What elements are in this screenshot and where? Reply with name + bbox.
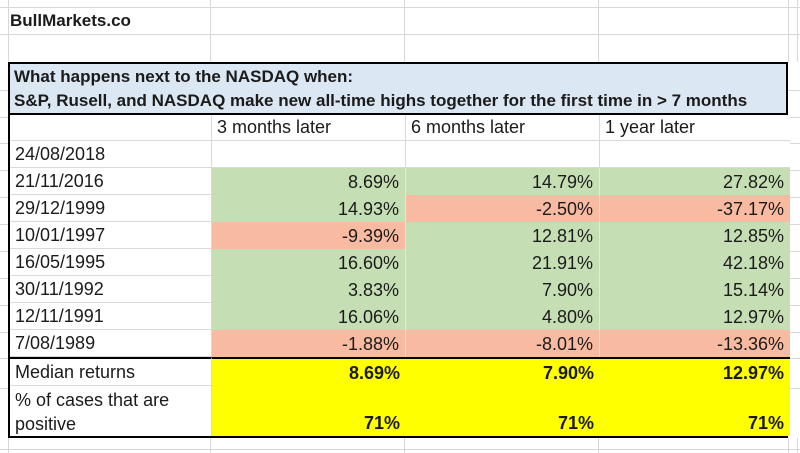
pct-positive-label-cell[interactable]: % of cases that are positive bbox=[10, 386, 212, 436]
value-cell[interactable]: 14.93% bbox=[212, 195, 406, 222]
gridline bbox=[0, 90, 8, 91]
value-cell[interactable]: -9.39% bbox=[212, 222, 406, 249]
gridline bbox=[788, 143, 800, 144]
value-cell[interactable]: -8.01% bbox=[406, 330, 600, 357]
date-cell[interactable]: 29/12/1999 bbox=[10, 195, 212, 222]
value-cell[interactable] bbox=[212, 141, 406, 168]
value-cell[interactable]: 8.69% bbox=[212, 168, 406, 195]
median-value-cell[interactable]: 12.97% bbox=[600, 357, 790, 386]
pct-positive-value-cell[interactable]: 71% bbox=[600, 386, 790, 436]
date-cell[interactable]: 7/08/1989 bbox=[10, 330, 212, 357]
value-cell[interactable]: 4.80% bbox=[406, 303, 600, 330]
value-cell[interactable]: 12.81% bbox=[406, 222, 600, 249]
gridline bbox=[788, 197, 800, 198]
gridline bbox=[0, 278, 8, 279]
value-cell[interactable]: 15.14% bbox=[600, 276, 790, 303]
gridline bbox=[0, 197, 8, 198]
pct-positive-value-cell[interactable]: 71% bbox=[212, 386, 406, 436]
median-value-cell[interactable]: 8.69% bbox=[212, 357, 406, 386]
brand-cell[interactable]: BullMarkets.co bbox=[10, 10, 131, 30]
value-cell[interactable]: 21.91% bbox=[406, 249, 600, 276]
header-1-year-later[interactable]: 1 year later bbox=[600, 115, 790, 141]
gridline bbox=[788, 117, 800, 118]
gridline bbox=[788, 388, 800, 389]
gridline bbox=[598, 0, 599, 62]
gridline bbox=[0, 251, 8, 252]
gridline bbox=[598, 438, 599, 453]
value-cell[interactable] bbox=[600, 141, 790, 168]
date-cell[interactable]: 12/11/1991 bbox=[10, 303, 212, 330]
date-cell[interactable]: 16/05/1995 bbox=[10, 249, 212, 276]
gridline bbox=[0, 34, 800, 35]
value-cell[interactable]: 3.83% bbox=[212, 276, 406, 303]
gridline bbox=[8, 0, 9, 62]
gridline bbox=[0, 358, 8, 359]
date-cell[interactable]: 30/11/1992 bbox=[10, 276, 212, 303]
gridline bbox=[0, 224, 8, 225]
value-cell[interactable]: 14.79% bbox=[406, 168, 600, 195]
gridline bbox=[788, 332, 800, 333]
table-title-cell[interactable]: What happens next to the NASDAQ when: S&… bbox=[10, 64, 786, 115]
value-cell[interactable]: 12.85% bbox=[600, 222, 790, 249]
gridline bbox=[210, 438, 211, 453]
pct-positive-value-cell[interactable]: 71% bbox=[406, 386, 600, 436]
header-corner-cell[interactable] bbox=[10, 115, 212, 141]
value-cell[interactable]: -13.36% bbox=[600, 330, 790, 357]
gridline bbox=[0, 143, 8, 144]
value-cell[interactable]: 27.82% bbox=[600, 168, 790, 195]
gridline bbox=[797, 0, 798, 62]
value-cell[interactable]: -37.17% bbox=[600, 195, 790, 222]
gridline bbox=[0, 7, 800, 8]
gridline bbox=[8, 438, 9, 453]
gridline bbox=[0, 332, 8, 333]
value-cell[interactable]: 12.97% bbox=[600, 303, 790, 330]
table-title-line1: What happens next to the NASDAQ when: bbox=[14, 67, 354, 86]
gridline bbox=[788, 305, 800, 306]
gridline bbox=[788, 170, 800, 171]
gridline bbox=[797, 438, 798, 453]
value-cell[interactable]: 16.06% bbox=[212, 303, 406, 330]
gridline bbox=[404, 0, 405, 62]
value-cell[interactable]: 16.60% bbox=[212, 249, 406, 276]
date-cell[interactable]: 24/08/2018 bbox=[10, 141, 212, 168]
median-value-cell[interactable]: 7.90% bbox=[406, 357, 600, 386]
gridline bbox=[788, 0, 789, 62]
value-cell[interactable]: 42.18% bbox=[600, 249, 790, 276]
date-cell[interactable]: 10/01/1997 bbox=[10, 222, 212, 249]
value-cell[interactable] bbox=[406, 141, 600, 168]
gridline bbox=[0, 388, 8, 389]
gridline bbox=[210, 0, 211, 62]
header-3-months-later[interactable]: 3 months later bbox=[212, 115, 406, 141]
date-cell[interactable]: 21/11/2016 bbox=[10, 168, 212, 195]
value-cell[interactable]: 7.90% bbox=[406, 276, 600, 303]
value-cell[interactable]: -1.88% bbox=[212, 330, 406, 357]
gridline bbox=[788, 358, 800, 359]
median-returns-label-cell[interactable]: Median returns bbox=[10, 357, 212, 386]
value-cell[interactable]: -2.50% bbox=[406, 195, 600, 222]
table-title-line2: S&P, Rusell, and NASDAQ make new all-tim… bbox=[14, 91, 748, 110]
gridline bbox=[404, 438, 405, 453]
gridline bbox=[788, 251, 800, 252]
nasdaq-returns-table: What happens next to the NASDAQ when: S&… bbox=[8, 62, 790, 438]
gridline bbox=[0, 305, 8, 306]
gridline bbox=[788, 438, 789, 453]
gridline bbox=[788, 90, 800, 91]
header-6-months-later[interactable]: 6 months later bbox=[406, 115, 600, 141]
gridline bbox=[788, 278, 800, 279]
gridline bbox=[0, 170, 8, 171]
table-grid: 3 months later 6 months later 1 year lat… bbox=[10, 115, 790, 436]
gridline bbox=[788, 224, 800, 225]
gridline bbox=[0, 117, 8, 118]
gridline bbox=[0, 449, 800, 450]
